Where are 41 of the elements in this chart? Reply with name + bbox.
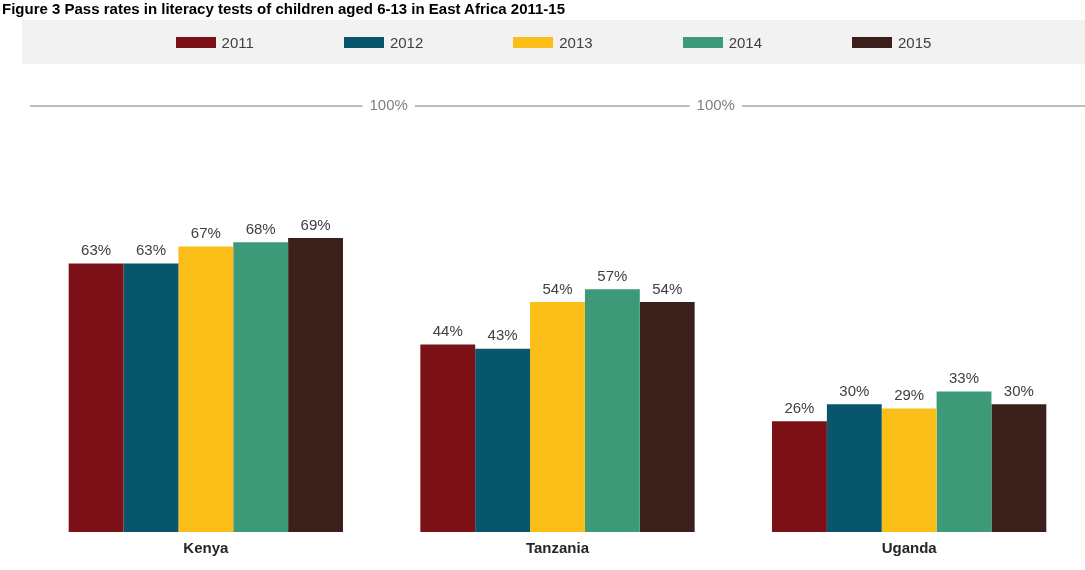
legend-label: 2013 [559,33,593,51]
bar [420,344,476,532]
bar [123,263,179,532]
data-label: 30% [1003,381,1034,399]
data-label: 67% [190,224,221,242]
data-label: 29% [894,386,925,404]
legend-label: 2011 [221,33,254,51]
data-label: 33% [949,369,980,387]
bar [475,348,531,532]
data-label: 63% [135,241,166,259]
bar [991,404,1047,532]
data-label: 43% [487,326,518,344]
legend-label: 2015 [898,33,932,51]
data-label: 63% [81,241,112,259]
data-label: 54% [652,279,683,297]
bar [584,289,640,532]
x-tick-label: Uganda [881,539,938,557]
legend-label: 2014 [728,33,762,51]
data-label: 30% [839,381,870,399]
bar [826,404,882,532]
chart-title: Figure 3 Pass rates in literacy tests of children aged 6-13 in East Africa 2011-15 [1,0,567,19]
bar [233,242,289,532]
bar [530,301,585,532]
bar [178,246,234,532]
bar [68,263,124,532]
x-tick-label: Kenya [183,539,229,557]
data-label: 68% [245,219,276,237]
data-label: 44% [432,322,463,340]
bar [936,391,992,532]
data-label: 57% [597,266,628,284]
bar [881,408,937,532]
data-label: 26% [784,398,815,416]
bar [288,238,343,532]
x-tick-label: Tanzania [525,539,590,557]
data-label: 69% [300,215,331,233]
bar [772,421,827,532]
data-label: 54% [542,279,573,297]
legend-label: 2012 [389,33,424,51]
text: 100% [369,96,408,114]
ref-line-label: 100% [696,96,735,114]
bar [639,301,695,532]
